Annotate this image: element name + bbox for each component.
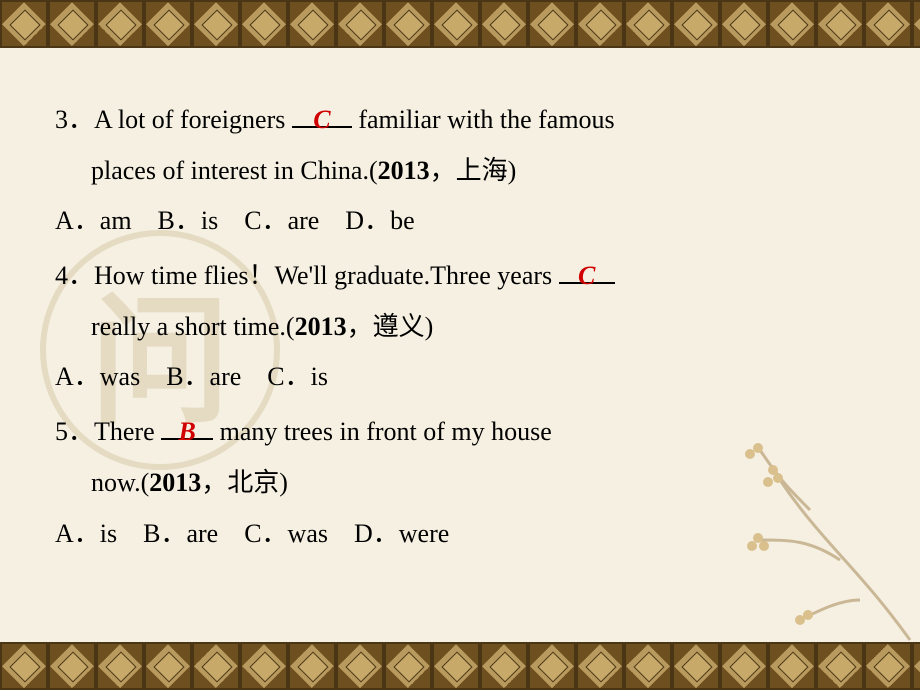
q5-line2: now.( — [91, 468, 149, 497]
diamond-tile — [480, 0, 528, 48]
q5-post: many trees in front of my house — [213, 417, 552, 446]
diamond-tile — [288, 642, 336, 690]
decorative-border-bottom — [0, 642, 920, 690]
q5-loc: ，北京) — [201, 468, 288, 497]
q3-answer: C — [292, 95, 352, 146]
q5-pre: 5．There — [55, 417, 161, 446]
diamond-tile — [336, 0, 384, 48]
diamond-tile — [624, 0, 672, 48]
q3-loc: ，上海) — [430, 156, 517, 185]
q3-post: familiar with the famous — [352, 105, 615, 134]
q4-pre: 4．How time flies！We'll graduate.Three ye… — [55, 261, 559, 290]
q3-blank: C — [292, 95, 352, 146]
q4-year: 2013 — [295, 312, 347, 341]
question-line: 5．There B many trees in front of my hous… — [55, 407, 865, 458]
diamond-tile — [864, 642, 912, 690]
diamond-tile — [576, 642, 624, 690]
diamond-tile — [432, 642, 480, 690]
q4-loc: ，遵义) — [347, 312, 434, 341]
q5-year: 2013 — [149, 468, 201, 497]
question-line: really a short time.(2013，遵义) — [55, 302, 865, 353]
diamond-tile — [144, 0, 192, 48]
diamond-tile — [48, 642, 96, 690]
diamond-tile — [528, 642, 576, 690]
decorative-border-top — [0, 0, 920, 48]
diamond-tile — [144, 642, 192, 690]
question-line: 3．A lot of foreigners C familiar with th… — [55, 95, 865, 146]
diamond-tile — [96, 0, 144, 48]
q5-options: A．is B．are C．was D．were — [55, 509, 865, 560]
diamond-tile — [624, 642, 672, 690]
q3-year: 2013 — [378, 156, 430, 185]
q4-line2: really a short time.( — [91, 312, 295, 341]
diamond-tile — [192, 642, 240, 690]
q3-pre: 3．A lot of foreigners — [55, 105, 292, 134]
diamond-tile — [192, 0, 240, 48]
diamond-tile — [816, 0, 864, 48]
diamond-tile — [912, 0, 920, 48]
question-line: now.(2013，北京) — [55, 458, 865, 509]
q4-options: A．was B．are C．is — [55, 352, 865, 403]
diamond-tile — [432, 0, 480, 48]
diamond-tile — [672, 642, 720, 690]
question-line: places of interest in China.(2013，上海) — [55, 146, 865, 197]
diamond-tile — [720, 0, 768, 48]
q4-answer: C — [559, 251, 615, 302]
diamond-tile — [672, 0, 720, 48]
question-5: 5．There B many trees in front of my hous… — [55, 407, 865, 559]
diamond-tile — [576, 0, 624, 48]
diamond-tile — [768, 0, 816, 48]
diamond-tile — [816, 642, 864, 690]
diamond-tile — [48, 0, 96, 48]
q5-blank: B — [161, 407, 213, 458]
diamond-tile — [0, 642, 48, 690]
q4-blank: C — [559, 251, 615, 302]
diamond-tile — [480, 642, 528, 690]
question-4: 4．How time flies！We'll graduate.Three ye… — [55, 251, 865, 403]
diamond-tile — [240, 0, 288, 48]
diamond-tile — [864, 0, 912, 48]
q3-line2: places of interest in China.( — [91, 156, 378, 185]
q3-options: A．am B．is C．are D．be — [55, 196, 865, 247]
question-line: 4．How time flies！We'll graduate.Three ye… — [55, 251, 865, 302]
diamond-tile — [912, 642, 920, 690]
slide-content: 3．A lot of foreigners C familiar with th… — [55, 95, 865, 563]
diamond-tile — [96, 642, 144, 690]
question-3: 3．A lot of foreigners C familiar with th… — [55, 95, 865, 247]
diamond-tile — [240, 642, 288, 690]
diamond-tile — [384, 0, 432, 48]
diamond-tile — [288, 0, 336, 48]
diamond-tile — [384, 642, 432, 690]
q5-answer: B — [161, 407, 213, 458]
diamond-tile — [0, 0, 48, 48]
diamond-tile — [768, 642, 816, 690]
diamond-tile — [528, 0, 576, 48]
diamond-tile — [720, 642, 768, 690]
diamond-tile — [336, 642, 384, 690]
